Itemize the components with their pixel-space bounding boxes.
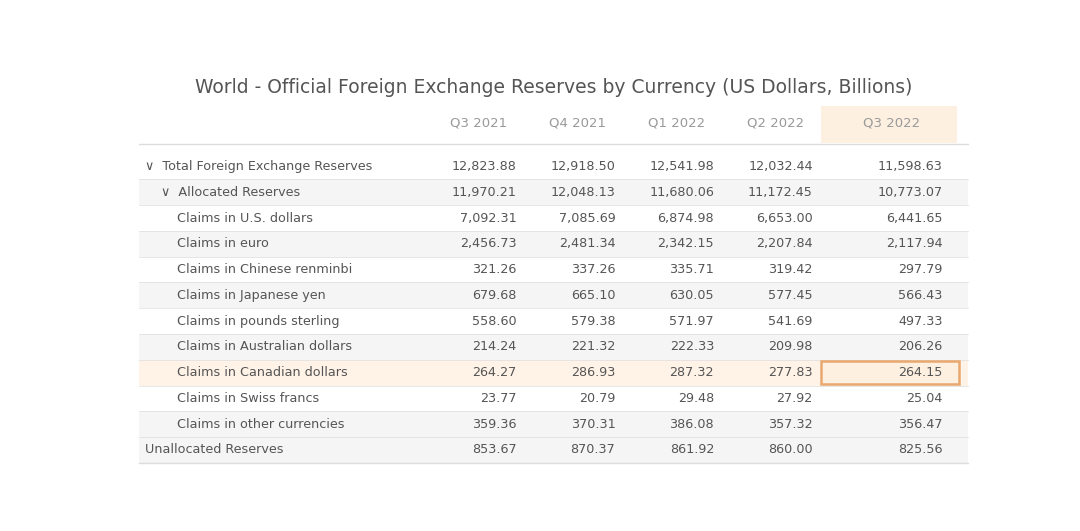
Text: Unallocated Reserves: Unallocated Reserves — [145, 443, 284, 457]
Text: 11,598.63: 11,598.63 — [878, 160, 943, 173]
Text: 497.33: 497.33 — [899, 314, 943, 328]
Text: 23.77: 23.77 — [480, 392, 516, 405]
Text: 12,541.98: 12,541.98 — [649, 160, 714, 173]
Text: 206.26: 206.26 — [899, 340, 943, 353]
FancyBboxPatch shape — [139, 334, 968, 359]
FancyBboxPatch shape — [139, 153, 968, 179]
FancyBboxPatch shape — [139, 308, 968, 334]
Text: 20.79: 20.79 — [579, 392, 616, 405]
Text: 277.83: 277.83 — [768, 366, 813, 379]
Text: 297.79: 297.79 — [899, 263, 943, 276]
Text: 12,823.88: 12,823.88 — [451, 160, 516, 173]
Text: 10,773.07: 10,773.07 — [877, 186, 943, 199]
Text: 2,207.84: 2,207.84 — [756, 237, 813, 250]
Text: 335.71: 335.71 — [670, 263, 714, 276]
Text: 2,117.94: 2,117.94 — [886, 237, 943, 250]
Text: 357.32: 357.32 — [768, 418, 813, 431]
Text: 870.37: 870.37 — [570, 443, 616, 457]
FancyBboxPatch shape — [139, 231, 968, 256]
Text: 27.92: 27.92 — [777, 392, 813, 405]
Text: 11,680.06: 11,680.06 — [649, 186, 714, 199]
Text: 12,048.13: 12,048.13 — [551, 186, 616, 199]
Text: 860.00: 860.00 — [768, 443, 813, 457]
Text: 222.33: 222.33 — [670, 340, 714, 353]
Text: ∨  Total Foreign Exchange Reserves: ∨ Total Foreign Exchange Reserves — [145, 160, 373, 173]
Text: 7,085.69: 7,085.69 — [558, 211, 616, 225]
Text: Claims in Canadian dollars: Claims in Canadian dollars — [145, 366, 348, 379]
Text: 630.05: 630.05 — [670, 289, 714, 302]
Text: 370.31: 370.31 — [570, 418, 616, 431]
Text: 359.36: 359.36 — [472, 418, 516, 431]
Text: 566.43: 566.43 — [899, 289, 943, 302]
Text: 2,456.73: 2,456.73 — [460, 237, 516, 250]
Text: 386.08: 386.08 — [670, 418, 714, 431]
Text: Claims in Australian dollars: Claims in Australian dollars — [145, 340, 352, 353]
Text: 319.42: 319.42 — [769, 263, 813, 276]
Text: 577.45: 577.45 — [768, 289, 813, 302]
Text: 209.98: 209.98 — [769, 340, 813, 353]
Text: 356.47: 356.47 — [899, 418, 943, 431]
Text: Claims in Swiss francs: Claims in Swiss francs — [145, 392, 320, 405]
Text: 541.69: 541.69 — [769, 314, 813, 328]
Text: 679.68: 679.68 — [472, 289, 516, 302]
Text: 11,970.21: 11,970.21 — [451, 186, 516, 199]
FancyBboxPatch shape — [139, 386, 968, 411]
FancyBboxPatch shape — [821, 362, 959, 384]
Text: 321.26: 321.26 — [472, 263, 516, 276]
Text: 29.48: 29.48 — [678, 392, 714, 405]
FancyBboxPatch shape — [139, 359, 968, 386]
Text: 12,918.50: 12,918.50 — [551, 160, 616, 173]
Text: 6,653.00: 6,653.00 — [756, 211, 813, 225]
FancyBboxPatch shape — [139, 437, 968, 463]
Text: 6,441.65: 6,441.65 — [886, 211, 943, 225]
Text: Claims in euro: Claims in euro — [145, 237, 269, 250]
Text: World - Official Foreign Exchange Reserves by Currency (US Dollars, Billions): World - Official Foreign Exchange Reserv… — [194, 78, 913, 97]
Text: Claims in Japanese yen: Claims in Japanese yen — [145, 289, 326, 302]
Text: 264.27: 264.27 — [472, 366, 516, 379]
Text: 25.04: 25.04 — [906, 392, 943, 405]
Text: 825.56: 825.56 — [899, 443, 943, 457]
FancyBboxPatch shape — [139, 205, 968, 231]
Text: 11,172.45: 11,172.45 — [748, 186, 813, 199]
Text: Q3 2021: Q3 2021 — [450, 116, 508, 130]
Text: 221.32: 221.32 — [571, 340, 616, 353]
Text: Claims in other currencies: Claims in other currencies — [145, 418, 345, 431]
Text: Q1 2022: Q1 2022 — [648, 116, 705, 130]
Text: Q4 2021: Q4 2021 — [550, 116, 606, 130]
Text: 2,342.15: 2,342.15 — [658, 237, 714, 250]
Text: 558.60: 558.60 — [472, 314, 516, 328]
Text: 853.67: 853.67 — [472, 443, 516, 457]
Text: 6,874.98: 6,874.98 — [658, 211, 714, 225]
FancyBboxPatch shape — [821, 106, 957, 143]
Text: 2,481.34: 2,481.34 — [558, 237, 616, 250]
Text: Q2 2022: Q2 2022 — [746, 116, 804, 130]
FancyBboxPatch shape — [139, 282, 968, 308]
Text: 286.93: 286.93 — [571, 366, 616, 379]
Text: 264.15: 264.15 — [899, 366, 943, 379]
Text: Claims in U.S. dollars: Claims in U.S. dollars — [145, 211, 313, 225]
Text: ∨  Allocated Reserves: ∨ Allocated Reserves — [145, 186, 300, 199]
Text: 287.32: 287.32 — [670, 366, 714, 379]
Text: Claims in Chinese renminbi: Claims in Chinese renminbi — [145, 263, 352, 276]
Text: 12,032.44: 12,032.44 — [748, 160, 813, 173]
Text: 7,092.31: 7,092.31 — [460, 211, 516, 225]
Text: 579.38: 579.38 — [570, 314, 616, 328]
Text: 665.10: 665.10 — [571, 289, 616, 302]
FancyBboxPatch shape — [139, 256, 968, 282]
Text: 571.97: 571.97 — [670, 314, 714, 328]
Text: Claims in pounds sterling: Claims in pounds sterling — [145, 314, 339, 328]
Text: 214.24: 214.24 — [472, 340, 516, 353]
FancyBboxPatch shape — [139, 179, 968, 205]
Text: 337.26: 337.26 — [571, 263, 616, 276]
Text: Q3 2022: Q3 2022 — [863, 116, 920, 130]
Text: 861.92: 861.92 — [670, 443, 714, 457]
FancyBboxPatch shape — [139, 411, 968, 437]
